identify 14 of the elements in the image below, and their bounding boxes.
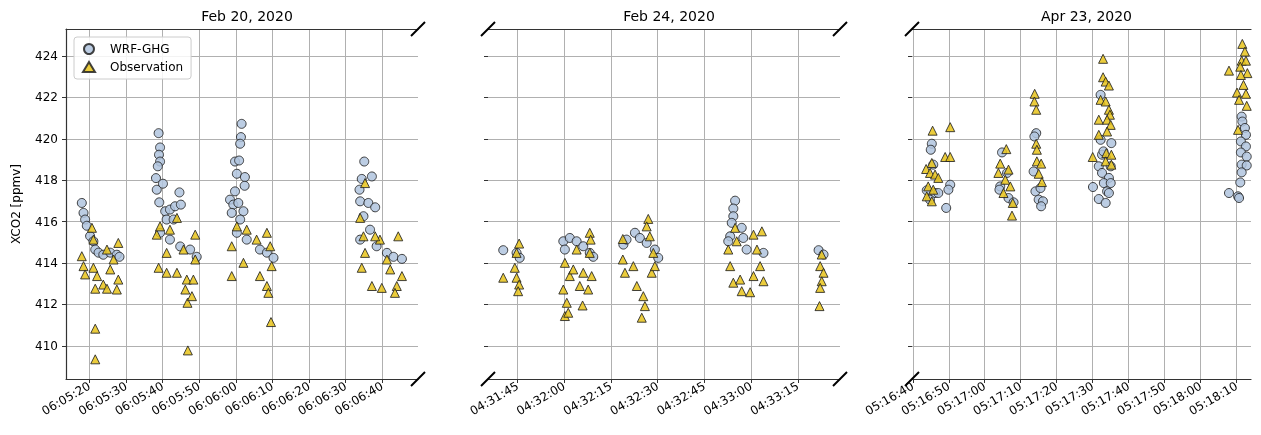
legend-label: Observation <box>110 60 184 74</box>
y-tick-label: 418 <box>35 173 58 188</box>
y-tick-label: 416 <box>35 214 58 229</box>
chart-title: Feb 24, 2020 <box>623 8 715 24</box>
chart-title: Apr 23, 2020 <box>1040 8 1133 24</box>
y-axis-title: XCO2 [ppmv] <box>9 163 23 245</box>
y-tick-label: 420 <box>35 131 58 146</box>
y-tick-label: 410 <box>35 338 58 353</box>
y-tick-label: 424 <box>35 48 58 63</box>
y-tick-label: 412 <box>35 297 58 312</box>
y-tick-label: 422 <box>35 90 58 105</box>
y-tick-label: 414 <box>35 256 58 271</box>
legend-label: WRF-GHG <box>110 42 170 56</box>
chart-title: Feb 20, 2020 <box>201 8 293 24</box>
